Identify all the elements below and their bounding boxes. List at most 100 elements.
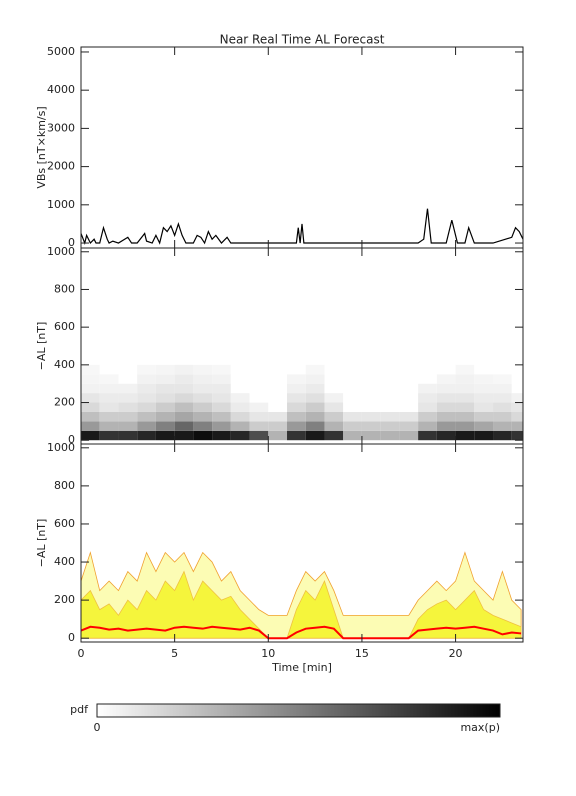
- heatmap-cell: [474, 430, 494, 441]
- heatmap-cell: [287, 364, 306, 375]
- heatmap-cell: [361, 411, 381, 422]
- heatmap-cell: [287, 383, 306, 394]
- heatmap-cell: [174, 393, 194, 403]
- heatmap-cell: [81, 364, 100, 375]
- heatmap-cell: [212, 421, 231, 431]
- heatmap-cell: [155, 393, 175, 403]
- heatmap-cell: [268, 383, 288, 394]
- heatmap-cell: [493, 383, 512, 394]
- heatmap-cell: [324, 430, 344, 441]
- heatmap-cell: [455, 402, 475, 412]
- heatmap-cell: [287, 430, 306, 441]
- heatmap-cell: [324, 402, 344, 412]
- heatmap-cell: [493, 393, 512, 403]
- heatmap-cell: [212, 402, 231, 412]
- heatmap-cell: [212, 393, 231, 403]
- y-tick-label: 1000: [47, 245, 75, 258]
- y-tick-label: 800: [54, 282, 75, 295]
- heatmap-cell: [455, 393, 475, 403]
- heatmap-cell: [137, 402, 156, 412]
- heatmap-cell: [511, 393, 523, 403]
- y-tick-label: 1000: [47, 198, 75, 211]
- heatmap-cell: [418, 393, 437, 403]
- heatmap-cell: [212, 411, 231, 422]
- y-tick-label: 400: [54, 358, 75, 371]
- heatmap-cell: [249, 364, 269, 375]
- heatmap-cell: [399, 364, 419, 375]
- y-tick-label: 0: [68, 236, 75, 249]
- heatmap-cell: [268, 430, 288, 441]
- heatmap-cell: [230, 383, 250, 394]
- y-tick-label: 4000: [47, 83, 75, 96]
- heatmap-cell: [511, 421, 523, 431]
- heatmap-cell: [193, 430, 213, 441]
- heatmap-cell: [436, 383, 456, 394]
- heatmap-cell: [343, 421, 362, 431]
- heatmap-cell: [436, 421, 456, 431]
- heatmap-cell: [118, 411, 138, 422]
- median-line: [81, 625, 522, 640]
- heatmap-cell: [118, 383, 138, 394]
- heatmap-cell: [361, 374, 381, 384]
- heatmap-cell: [155, 411, 175, 422]
- heatmap-cell: [155, 364, 175, 375]
- heatmap-cell: [474, 383, 494, 394]
- heatmap-cell: [99, 411, 119, 422]
- heatmap-cell: [118, 421, 138, 431]
- heatmap-cell: [474, 374, 494, 384]
- heatmap-cell: [118, 402, 138, 412]
- x-tick-label: 15: [355, 647, 369, 660]
- heatmap-cell: [418, 402, 437, 412]
- heatmap-cell: [380, 383, 400, 394]
- heatmap-cell: [305, 421, 325, 431]
- heatmap-cell: [455, 364, 475, 375]
- heatmap-cell: [361, 402, 381, 412]
- heatmap-cell: [305, 411, 325, 422]
- y-tick-label: 400: [54, 555, 75, 568]
- heatmap-cell: [399, 421, 419, 431]
- y-tick-label: 0: [68, 433, 75, 446]
- heatmap-cell: [455, 430, 475, 441]
- colorbar-max: max(p): [460, 721, 500, 734]
- heatmap-cell: [230, 374, 250, 384]
- heatmap-cell: [305, 393, 325, 403]
- heatmap-cell: [268, 374, 288, 384]
- heatmap-cell: [81, 374, 100, 384]
- heatmap-cell: [493, 364, 512, 375]
- heatmap-cell: [81, 383, 100, 394]
- heatmap-cell: [155, 421, 175, 431]
- heatmap-cell: [343, 364, 362, 375]
- axes-frame: [80, 46, 524, 249]
- band-area: [81, 570, 522, 639]
- heatmap-cell: [305, 430, 325, 441]
- heatmap-cell: [324, 421, 344, 431]
- heatmap-cell: [137, 421, 156, 431]
- heatmap-cell: [436, 393, 456, 403]
- heatmap-cell: [230, 421, 250, 431]
- heatmap-cell: [418, 421, 437, 431]
- heatmap-cell: [493, 411, 512, 422]
- y-tick-label: 600: [54, 320, 75, 333]
- heatmap-cell: [436, 430, 456, 441]
- heatmap-cell: [305, 374, 325, 384]
- heatmap-cell: [137, 393, 156, 403]
- heatmap-cell: [230, 393, 250, 403]
- heatmap-cell: [399, 383, 419, 394]
- heatmap-cell: [174, 411, 194, 422]
- heatmap-cell: [418, 374, 437, 384]
- y-tick-label: 3000: [47, 121, 75, 134]
- y-tick-label: 5000: [47, 45, 75, 58]
- heatmap-cell: [399, 393, 419, 403]
- y-tick-label: 0: [68, 631, 75, 644]
- heatmap-cell: [193, 393, 213, 403]
- heatmap-cell: [399, 411, 419, 422]
- heatmap-cell: [324, 393, 344, 403]
- x-axis-label: Time [min]: [271, 661, 332, 674]
- plot-area: [81, 208, 523, 246]
- heatmap-cell: [474, 364, 494, 375]
- y-tick-label: 600: [54, 517, 75, 530]
- heatmap-cell: [511, 430, 523, 441]
- heatmap-cell: [474, 402, 494, 412]
- heatmap-cell: [455, 383, 475, 394]
